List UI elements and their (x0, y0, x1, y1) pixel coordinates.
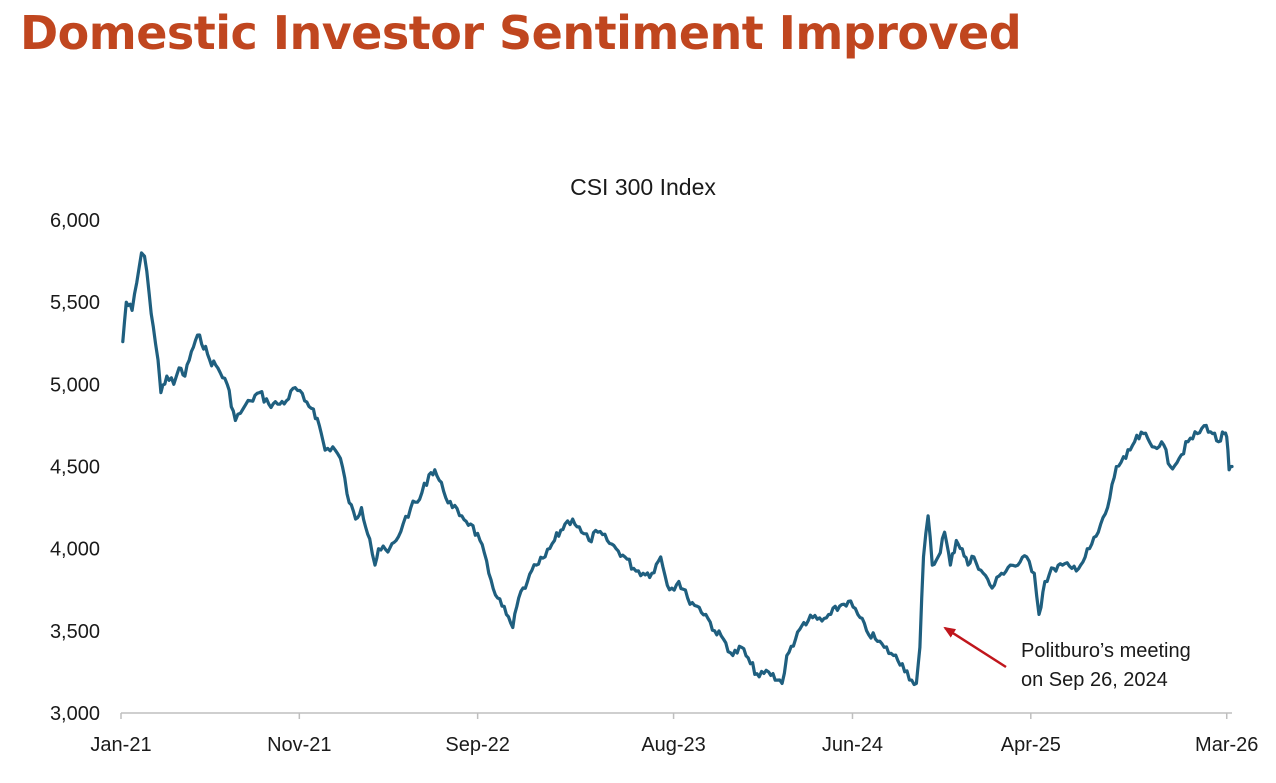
x-tick-label: Jun-24 (822, 734, 883, 756)
x-tick-label: Sep-22 (445, 734, 510, 756)
page-title: Domestic Investor Sentiment Improved (20, 6, 1022, 60)
y-tick-label: 4,000 (50, 539, 100, 561)
y-tick-label: 5,000 (50, 374, 100, 396)
annotation: Politburo’s meeting on Sep 26, 2024 (943, 626, 1191, 691)
series-line-csi300 (121, 251, 1234, 687)
x-tick-label: Apr-25 (1001, 734, 1061, 756)
x-tick-label: Mar-26 (1195, 734, 1258, 756)
annotation-text-line2: on Sep 26, 2024 (1021, 669, 1168, 691)
plot-area (121, 251, 1234, 687)
x-axis: Jan-21 Nov-21 Sep-22 Aug-23 Jun-24 Apr-25 Mar-… (90, 712, 1258, 756)
annotation-arrow (943, 626, 1007, 669)
x-tick-label: Jan-21 (90, 734, 151, 756)
y-axis: 3,000 3,500 4,000 4,500 5,000 5,500 6,000 (50, 210, 100, 725)
y-tick-label: 5,500 (50, 292, 100, 314)
y-tick-label: 3,500 (50, 621, 100, 643)
y-tick-label: 6,000 (50, 210, 100, 232)
chart-title: CSI 300 Index (570, 174, 716, 200)
x-tick-label: Nov-21 (267, 734, 331, 756)
y-tick-label: 4,500 (50, 457, 100, 479)
y-tick-label: 3,000 (50, 703, 100, 725)
x-tick-label: Aug-23 (641, 734, 706, 756)
annotation-text-line1: Politburo’s meeting (1021, 640, 1191, 662)
